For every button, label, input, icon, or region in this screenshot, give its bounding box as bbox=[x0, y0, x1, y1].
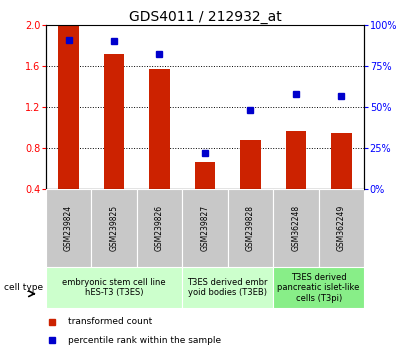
Bar bbox=[91, 189, 137, 267]
Bar bbox=[195, 162, 215, 189]
Bar bbox=[331, 133, 352, 189]
Text: T3ES derived embr
yoid bodies (T3EB): T3ES derived embr yoid bodies (T3EB) bbox=[187, 278, 268, 297]
Bar bbox=[319, 189, 364, 267]
Text: GSM362249: GSM362249 bbox=[337, 205, 346, 251]
Bar bbox=[46, 189, 91, 267]
Bar bbox=[273, 267, 364, 308]
Bar bbox=[149, 69, 170, 189]
Text: GSM239828: GSM239828 bbox=[246, 205, 255, 251]
Bar bbox=[58, 25, 79, 189]
Bar bbox=[182, 267, 273, 308]
Text: GSM239826: GSM239826 bbox=[155, 205, 164, 251]
Bar bbox=[182, 189, 228, 267]
Text: transformed count: transformed count bbox=[68, 317, 152, 326]
Title: GDS4011 / 212932_at: GDS4011 / 212932_at bbox=[129, 10, 281, 24]
Bar bbox=[137, 189, 182, 267]
Bar bbox=[286, 131, 306, 189]
Text: GSM239827: GSM239827 bbox=[201, 205, 209, 251]
Text: T3ES derived
pancreatic islet-like
cells (T3pi): T3ES derived pancreatic islet-like cells… bbox=[277, 273, 360, 303]
Text: percentile rank within the sample: percentile rank within the sample bbox=[68, 336, 221, 345]
Text: GSM362248: GSM362248 bbox=[291, 205, 300, 251]
Text: embryonic stem cell line
hES-T3 (T3ES): embryonic stem cell line hES-T3 (T3ES) bbox=[62, 278, 166, 297]
Text: cell type: cell type bbox=[4, 283, 43, 292]
Text: GSM239824: GSM239824 bbox=[64, 205, 73, 251]
Bar bbox=[228, 189, 273, 267]
Text: GSM239825: GSM239825 bbox=[109, 205, 119, 251]
Bar bbox=[46, 267, 182, 308]
Bar bbox=[240, 140, 261, 189]
Bar bbox=[104, 53, 124, 189]
Bar bbox=[273, 189, 319, 267]
